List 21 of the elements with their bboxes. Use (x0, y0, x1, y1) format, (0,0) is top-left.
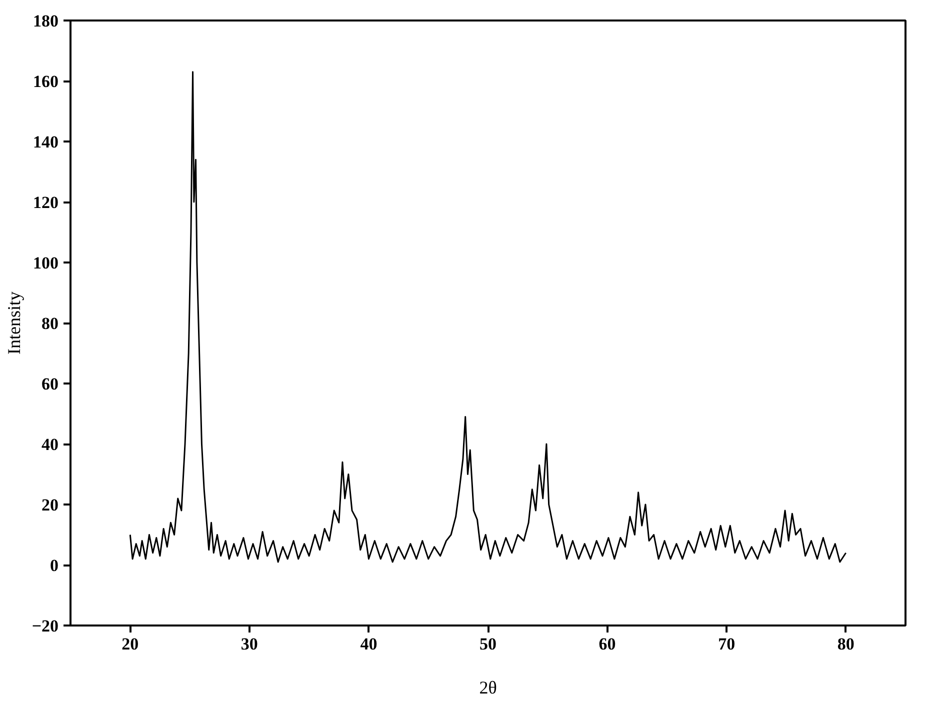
x-tick-label: 30 (240, 634, 258, 654)
y-tick-label: 20 (42, 496, 58, 514)
y-tick-label: 0 (50, 556, 58, 575)
y-tick-label: 40 (42, 435, 58, 454)
x-tick-label: 70 (718, 634, 736, 654)
y-tick-label: 100 (33, 254, 58, 272)
y-tick-label: 60 (42, 374, 58, 394)
y-tick-label: 140 (33, 132, 58, 152)
line-series (129, 71, 847, 563)
y-tick-label: −20 (32, 616, 58, 636)
x-tick-label: 20 (122, 634, 139, 654)
x-tick-label: 60 (598, 634, 616, 654)
x-axis-title: 2θ (479, 678, 497, 698)
y-tick-label: 160 (33, 72, 58, 91)
x-tick-label: 40 (360, 634, 378, 654)
y-axis-title: Intensity (4, 291, 24, 354)
y-tick-label: 80 (42, 314, 58, 333)
x-tick-label: 50 (480, 634, 496, 654)
x-tick-label: 80 (837, 634, 854, 654)
y-tick-label: 180 (33, 12, 58, 30)
y-tick-label: 120 (33, 193, 58, 212)
